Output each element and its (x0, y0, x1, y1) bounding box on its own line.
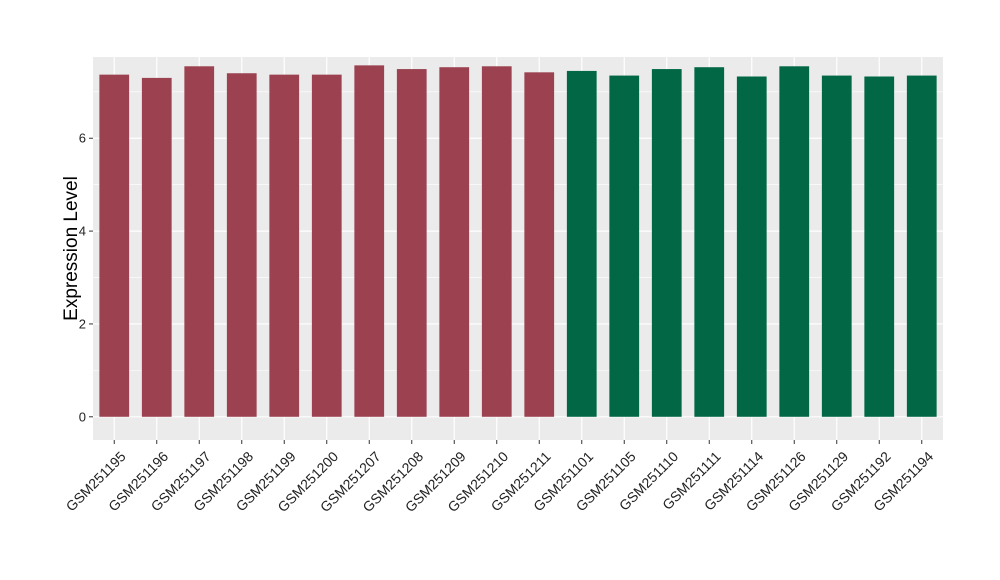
bar-GSM251196 (141, 77, 172, 417)
bar-GSM251199 (269, 74, 300, 417)
y-axis: 0 2 4 6 (79, 131, 93, 424)
y-tick-label: 2 (79, 316, 86, 331)
bar-GSM251192 (864, 76, 895, 417)
bar-GSM251200 (311, 74, 342, 417)
bar-GSM251114 (736, 76, 767, 417)
bar-GSM251101 (566, 70, 597, 417)
bar-GSM251209 (439, 67, 470, 417)
bar-GSM251110 (651, 69, 682, 417)
bar-GSM251129 (821, 75, 852, 417)
bar-GSM251207 (354, 65, 385, 417)
plot-panel (93, 57, 943, 440)
y-tick-label: 4 (79, 224, 86, 239)
bar-GSM251105 (609, 75, 640, 417)
bar-GSM251194 (906, 75, 937, 417)
bar-GSM251197 (184, 66, 215, 417)
x-axis: GSM251195GSM251196GSM251197GSM251198GSM2… (63, 440, 936, 515)
bars (99, 65, 937, 417)
y-tick-label: 0 (79, 409, 86, 424)
y-tick-label: 6 (79, 131, 86, 146)
y-axis-title: Expression Level (61, 176, 82, 321)
bar-GSM251208 (396, 69, 427, 417)
bar-GSM251211 (524, 72, 555, 417)
bar-GSM251198 (226, 73, 257, 417)
bar-GSM251195 (99, 74, 130, 417)
bar-GSM251210 (481, 66, 512, 417)
bar-GSM251126 (779, 66, 810, 417)
bar-GSM251111 (694, 67, 725, 417)
